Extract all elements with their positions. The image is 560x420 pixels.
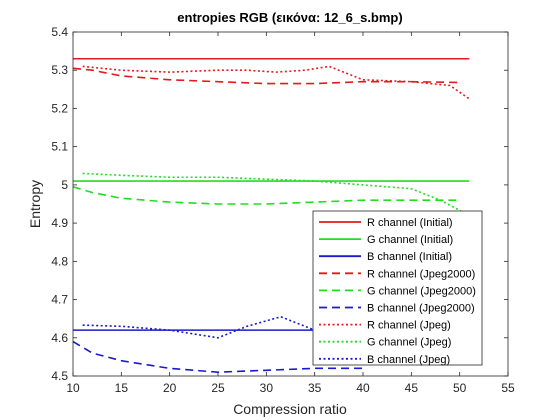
legend-label-5: B channel (Jpeg2000) [367,303,475,315]
legend-label-6: R channel (Jpeg) [367,320,451,332]
series-line-6 [82,65,470,100]
y-tick-label-0: 4.5 [51,369,68,383]
legend-label-4: G channel (Jpeg2000) [367,285,476,297]
tick-layer: 10 15 20 25 30 35 40 45 50 55 4.5 4.6 4.7 4.8 4.9 5 5.1 5… [51,25,515,395]
x-tick-label-3: 25 [211,381,225,395]
plot-frame [72,31,509,377]
x-tick-label-6: 40 [356,381,370,395]
y-tick-label-4: 4.9 [51,216,68,230]
y-tick-label-5: 5 [61,178,68,192]
x-tick-label-7: 45 [405,381,419,395]
y-tick-label-2: 4.7 [51,293,68,307]
x-tick-label-2: 20 [163,381,177,395]
y-axis-label: Entropy [27,180,43,228]
x-tick-label-8: 50 [453,381,467,395]
legend: R channel (Initial) G channel (Initial) B … [312,210,483,366]
series-line-4 [72,186,460,205]
x-tick-label-1: 15 [115,381,129,395]
legend-label-2: B channel (Initial) [367,251,452,263]
legend-label-7: G channel (Jpeg) [367,337,451,349]
series-line-5 [72,340,363,373]
x-tick-label-9: 55 [501,381,515,395]
x-axis-label: Compression ratio [233,401,347,417]
series-line-3 [72,67,460,85]
x-tick-label-0: 10 [66,381,80,395]
legend-label-1: G channel (Initial) [367,234,453,246]
y-tick-label-6: 5.1 [51,140,68,154]
x-tick-label-4: 30 [260,381,274,395]
x-tick-label-5: 35 [308,381,322,395]
chart-title: entropies RGB (εικόνα: 12_6_s.bmp) [177,10,402,25]
legend-box [312,210,483,366]
y-tick-label-8: 5.3 [51,63,68,77]
legend-label-8: B channel (Jpeg) [367,354,450,366]
y-tick-label-9: 5.4 [51,25,68,39]
y-tick-label-7: 5.2 [51,101,68,115]
series-line-7 [82,172,470,217]
legend-label-3: R channel (Jpeg2000) [367,268,475,280]
y-tick-label-1: 4.6 [51,331,68,345]
legend-label-0: R channel (Initial) [367,217,453,229]
series-line-8 [82,315,315,339]
y-tick-label-3: 4.8 [51,254,68,268]
